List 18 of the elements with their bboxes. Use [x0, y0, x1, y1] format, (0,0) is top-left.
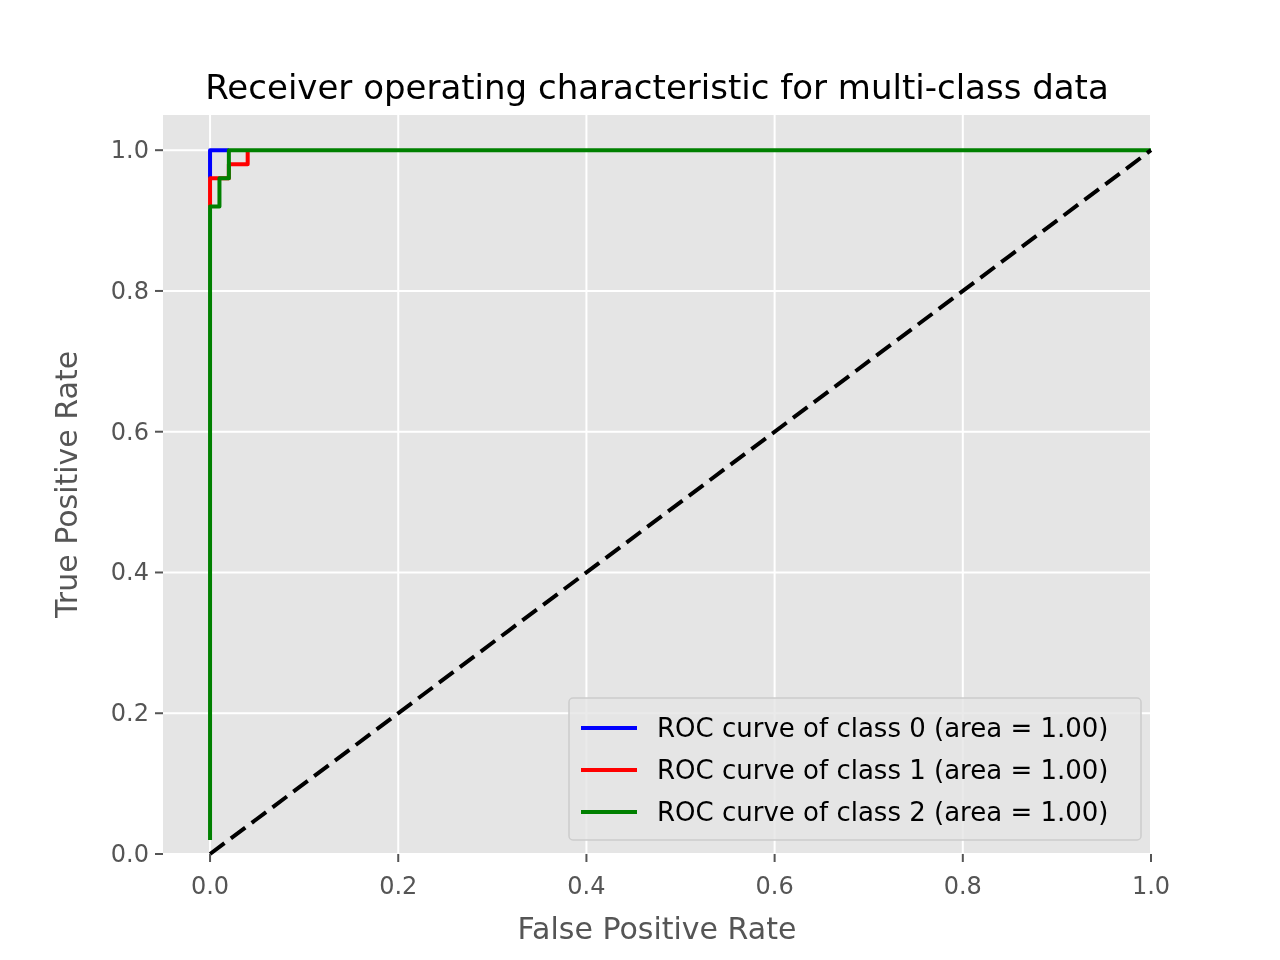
chart-title: Receiver operating characteristic for multi-class data	[205, 67, 1109, 107]
legend-label: ROC curve of class 2 (area = 1.00)	[657, 797, 1109, 827]
y-tick-label: 0.2	[110, 699, 149, 728]
legend-label: ROC curve of class 0 (area = 1.00)	[657, 713, 1109, 743]
y-tick-label: 0.6	[110, 417, 149, 446]
y-tick-label: 0.4	[110, 558, 149, 587]
x-tick-label: 0.8	[943, 872, 982, 900]
x-tick-label: 0.0	[190, 872, 230, 900]
x-tick-label: 0.4	[567, 872, 606, 900]
y-axis-title: True Positive Rate	[49, 350, 84, 620]
y-tick-label: 1.0	[110, 136, 149, 165]
x-tick-label: 1.0	[1131, 872, 1171, 900]
x-tick-label: 0.6	[755, 872, 794, 900]
x-tick-label: 0.2	[379, 872, 418, 900]
x-axis-title: False Positive Rate	[517, 911, 797, 946]
y-tick-label: 0.8	[110, 276, 149, 305]
legend-label: ROC curve of class 1 (area = 1.00)	[657, 755, 1109, 785]
y-tick-label: 0.0	[110, 840, 149, 868]
